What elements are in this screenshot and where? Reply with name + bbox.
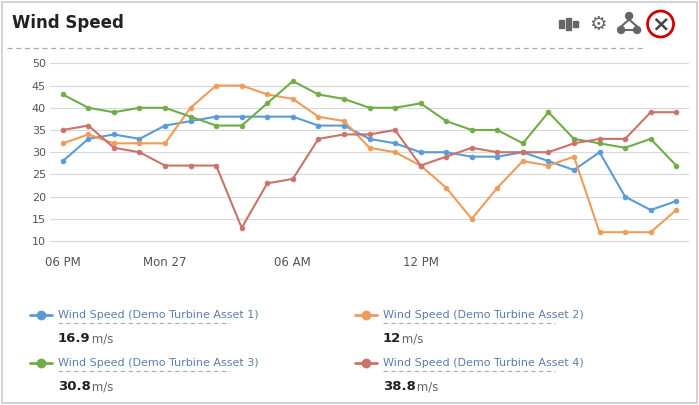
Text: Wind Speed: Wind Speed: [12, 13, 124, 32]
Text: 38.8: 38.8: [383, 381, 416, 394]
Text: m/s: m/s: [413, 381, 438, 394]
Text: 30.8: 30.8: [58, 381, 91, 394]
Text: 12: 12: [383, 333, 401, 345]
Text: Wind Speed (Demo Turbine Asset 3): Wind Speed (Demo Turbine Asset 3): [58, 358, 259, 368]
Text: Wind Speed (Demo Turbine Asset 1): Wind Speed (Demo Turbine Asset 1): [58, 310, 259, 320]
Bar: [573, 21, 578, 27]
Circle shape: [633, 26, 640, 34]
Bar: [566, 18, 571, 30]
Text: 16.9: 16.9: [58, 333, 91, 345]
Circle shape: [626, 13, 633, 19]
Bar: [559, 20, 564, 28]
Text: m/s: m/s: [398, 333, 424, 345]
Text: Wind Speed (Demo Turbine Asset 2): Wind Speed (Demo Turbine Asset 2): [383, 310, 584, 320]
Text: ×: ×: [651, 14, 670, 34]
Text: m/s: m/s: [88, 381, 113, 394]
Text: ⚙: ⚙: [589, 15, 607, 34]
Circle shape: [618, 26, 625, 34]
Text: Wind Speed (Demo Turbine Asset 4): Wind Speed (Demo Turbine Asset 4): [383, 358, 584, 368]
Text: m/s: m/s: [88, 333, 113, 345]
